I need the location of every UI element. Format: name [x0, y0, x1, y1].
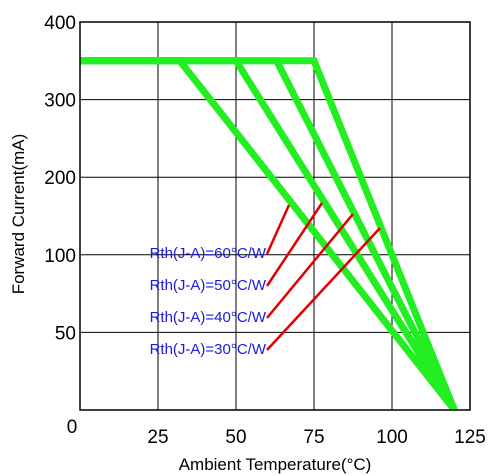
leader-line-2 — [265, 202, 324, 287]
y-tick-label: 100 — [44, 246, 76, 267]
series-group — [80, 57, 458, 410]
x-tick-label: 25 — [147, 427, 168, 448]
y-tick-label: 50 — [55, 323, 76, 344]
y-tick-label: 200 — [44, 168, 76, 189]
series-label-1: Rth(J-A)=60°C/W — [150, 245, 267, 262]
series-label-3: Rth(J-A)=40°C/W — [150, 309, 267, 326]
leader-lines — [265, 202, 381, 351]
x-tick-label: 0 — [67, 417, 78, 438]
x-tick-label: 125 — [454, 427, 486, 448]
series-line-4 — [80, 57, 458, 410]
leader-line-3 — [266, 213, 354, 319]
x-tick-label: 50 — [225, 427, 246, 448]
series-labels: Rth(J-A)=60°C/W Rth(J-A)=50°C/W Rth(J-A)=4… — [150, 245, 267, 358]
x-axis-label: Ambient Temperature(°C) — [179, 455, 372, 474]
x-tick-label: 100 — [376, 427, 408, 448]
series-label-4: Rth(J-A)=30°C/W — [150, 341, 267, 358]
y-tick-label: 400 — [44, 13, 76, 34]
y-tick-label: 300 — [44, 91, 76, 112]
tick-labels: 0 25 50 75 100 125 50 100 200 300 400 — [44, 13, 486, 448]
leader-line-1 — [265, 204, 291, 255]
plot-frame — [79, 21, 471, 411]
series-label-2: Rth(J-A)=50°C/W — [150, 277, 267, 294]
leader-line-4 — [266, 227, 381, 351]
y-axis-label: Forward Current(mA) — [9, 134, 28, 295]
x-tick-label: 75 — [303, 427, 324, 448]
